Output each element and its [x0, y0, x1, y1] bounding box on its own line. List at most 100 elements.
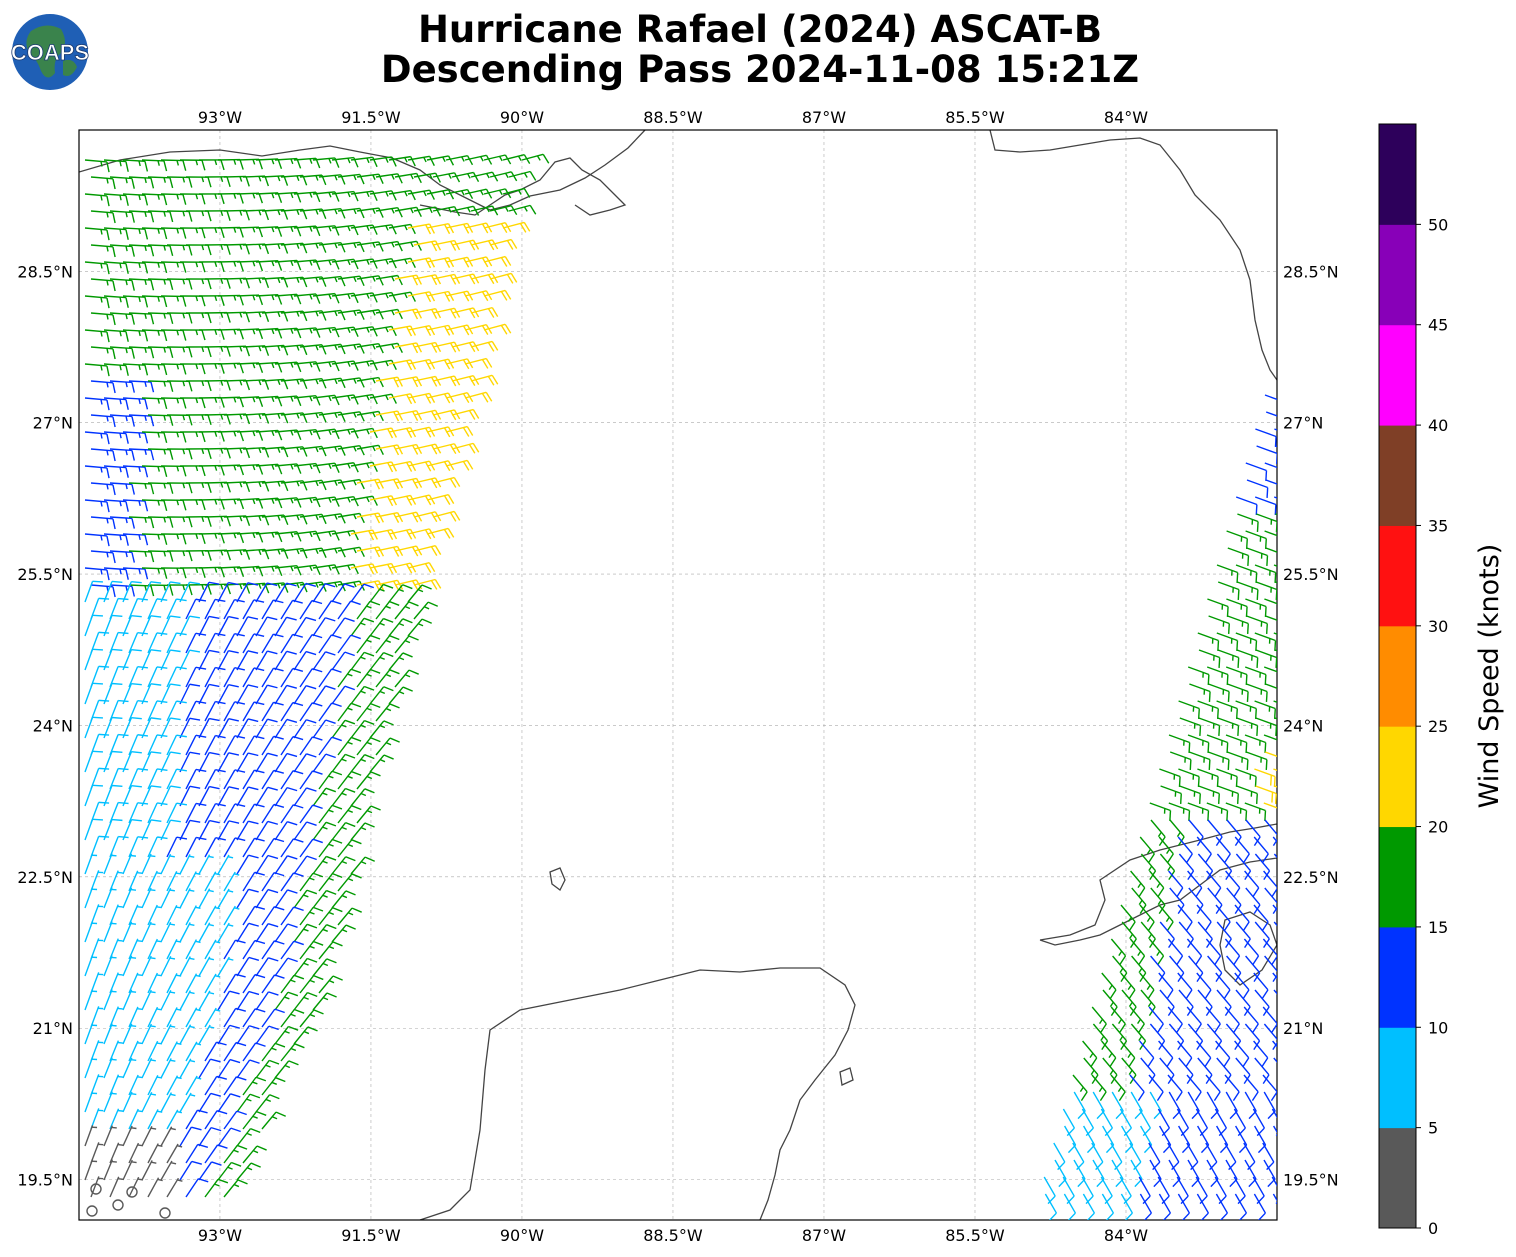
wind-barb [223, 345, 251, 357]
wind-barb [1265, 615, 1277, 621]
wind-barb [179, 329, 206, 341]
wind-barb [426, 358, 455, 370]
wind-barb [489, 272, 518, 284]
wind-barb [103, 431, 129, 444]
wind-barb [1196, 836, 1212, 863]
wind-barb [1129, 1006, 1145, 1033]
wind-barb [350, 529, 379, 541]
wind-barb [128, 210, 155, 223]
wind-barb [318, 513, 346, 524]
wind-barb [198, 532, 225, 544]
wind-barb [1246, 615, 1268, 634]
wind-barb [217, 396, 244, 408]
wind-barb [198, 566, 225, 578]
wind-barb [426, 155, 455, 166]
wind-barb [318, 872, 343, 892]
wind-barb [388, 652, 413, 671]
wind-barb [407, 392, 436, 404]
wind-barb [166, 666, 187, 688]
colorbar-tick-label: 30 [1428, 617, 1448, 636]
wind-barb [147, 598, 168, 620]
wind-barb [185, 836, 207, 858]
wind-barb [388, 686, 413, 705]
wind-barb [103, 159, 129, 172]
wind-barb [179, 819, 201, 841]
wind-barb [299, 633, 323, 654]
wind-barb [242, 871, 265, 892]
wind-barb [299, 702, 323, 722]
wind-barb [274, 786, 298, 807]
wind-barb [236, 616, 259, 637]
wind-barb [179, 533, 206, 545]
wind-barb [1206, 802, 1229, 821]
wind-barb [1226, 598, 1248, 617]
wind-barb [179, 1024, 195, 1045]
wind-barb [223, 701, 246, 722]
wind-barb [1273, 768, 1277, 772]
wind-barb [470, 306, 499, 318]
wind-barb [1224, 1006, 1240, 1033]
wind-barb [90, 1176, 104, 1198]
colorbar-tick-label: 40 [1428, 416, 1448, 435]
wind-barb [122, 363, 149, 376]
wind-barb [128, 176, 155, 189]
wind-barb [236, 158, 263, 170]
wind-barb [160, 227, 187, 239]
wind-barb [1101, 972, 1117, 999]
wind-barb [236, 1127, 261, 1147]
wind-barb [432, 206, 461, 217]
wind-barb [160, 1160, 177, 1181]
wind-barb [350, 495, 378, 506]
wind-barb [147, 802, 168, 824]
wind-barb [350, 427, 378, 439]
wind-barb [1186, 1074, 1202, 1101]
colorbar-tick-label: 0 [1428, 1219, 1438, 1238]
wind-barb [103, 1159, 117, 1181]
wind-barb [1227, 683, 1249, 702]
wind-barb [236, 582, 259, 603]
wind-barb [350, 754, 375, 773]
wind-barb [166, 346, 193, 358]
wind-barb [470, 340, 499, 352]
wind-barb [166, 448, 193, 460]
wind-barb [318, 736, 342, 756]
wind-barb [109, 244, 135, 257]
wind-barb [217, 158, 244, 170]
wind-barb [407, 426, 436, 438]
wind-barb [147, 1040, 163, 1062]
wind-barb [204, 277, 231, 289]
wind-barb [426, 223, 455, 235]
wind-barb [426, 527, 455, 539]
colorbar-box [1379, 625, 1416, 727]
wind-barb [350, 583, 375, 603]
wind-barb [217, 464, 245, 476]
wind-barb [1272, 1040, 1277, 1048]
wind-barb [1197, 632, 1220, 651]
wind-barb [147, 1177, 163, 1198]
wind-barb [1072, 1074, 1088, 1101]
wind-barb [312, 496, 340, 507]
wind-barb [204, 311, 231, 323]
wind-barb [204, 413, 231, 425]
wind-barb [166, 598, 187, 620]
colorbar-box [1379, 926, 1416, 1028]
wind-barb [1207, 751, 1230, 770]
wind-barb [128, 244, 155, 257]
colorbar-box [1379, 525, 1416, 627]
wind-barb [103, 533, 129, 546]
wind-barb [160, 921, 176, 943]
wind-barb [1234, 904, 1250, 931]
wind-barb [122, 397, 149, 410]
wind-barb [141, 465, 168, 477]
colorbar-box [1379, 124, 1416, 225]
wind-barb [331, 890, 356, 909]
wind-barb [217, 922, 234, 943]
wind-barb [198, 362, 225, 374]
wind-barb [128, 516, 155, 529]
wind-barb [223, 481, 251, 493]
wind-barb [122, 989, 137, 1011]
wind-barb [1167, 1006, 1183, 1033]
wind-barb [1265, 683, 1277, 689]
wind-barb [160, 955, 176, 977]
wind-barb [223, 175, 250, 187]
